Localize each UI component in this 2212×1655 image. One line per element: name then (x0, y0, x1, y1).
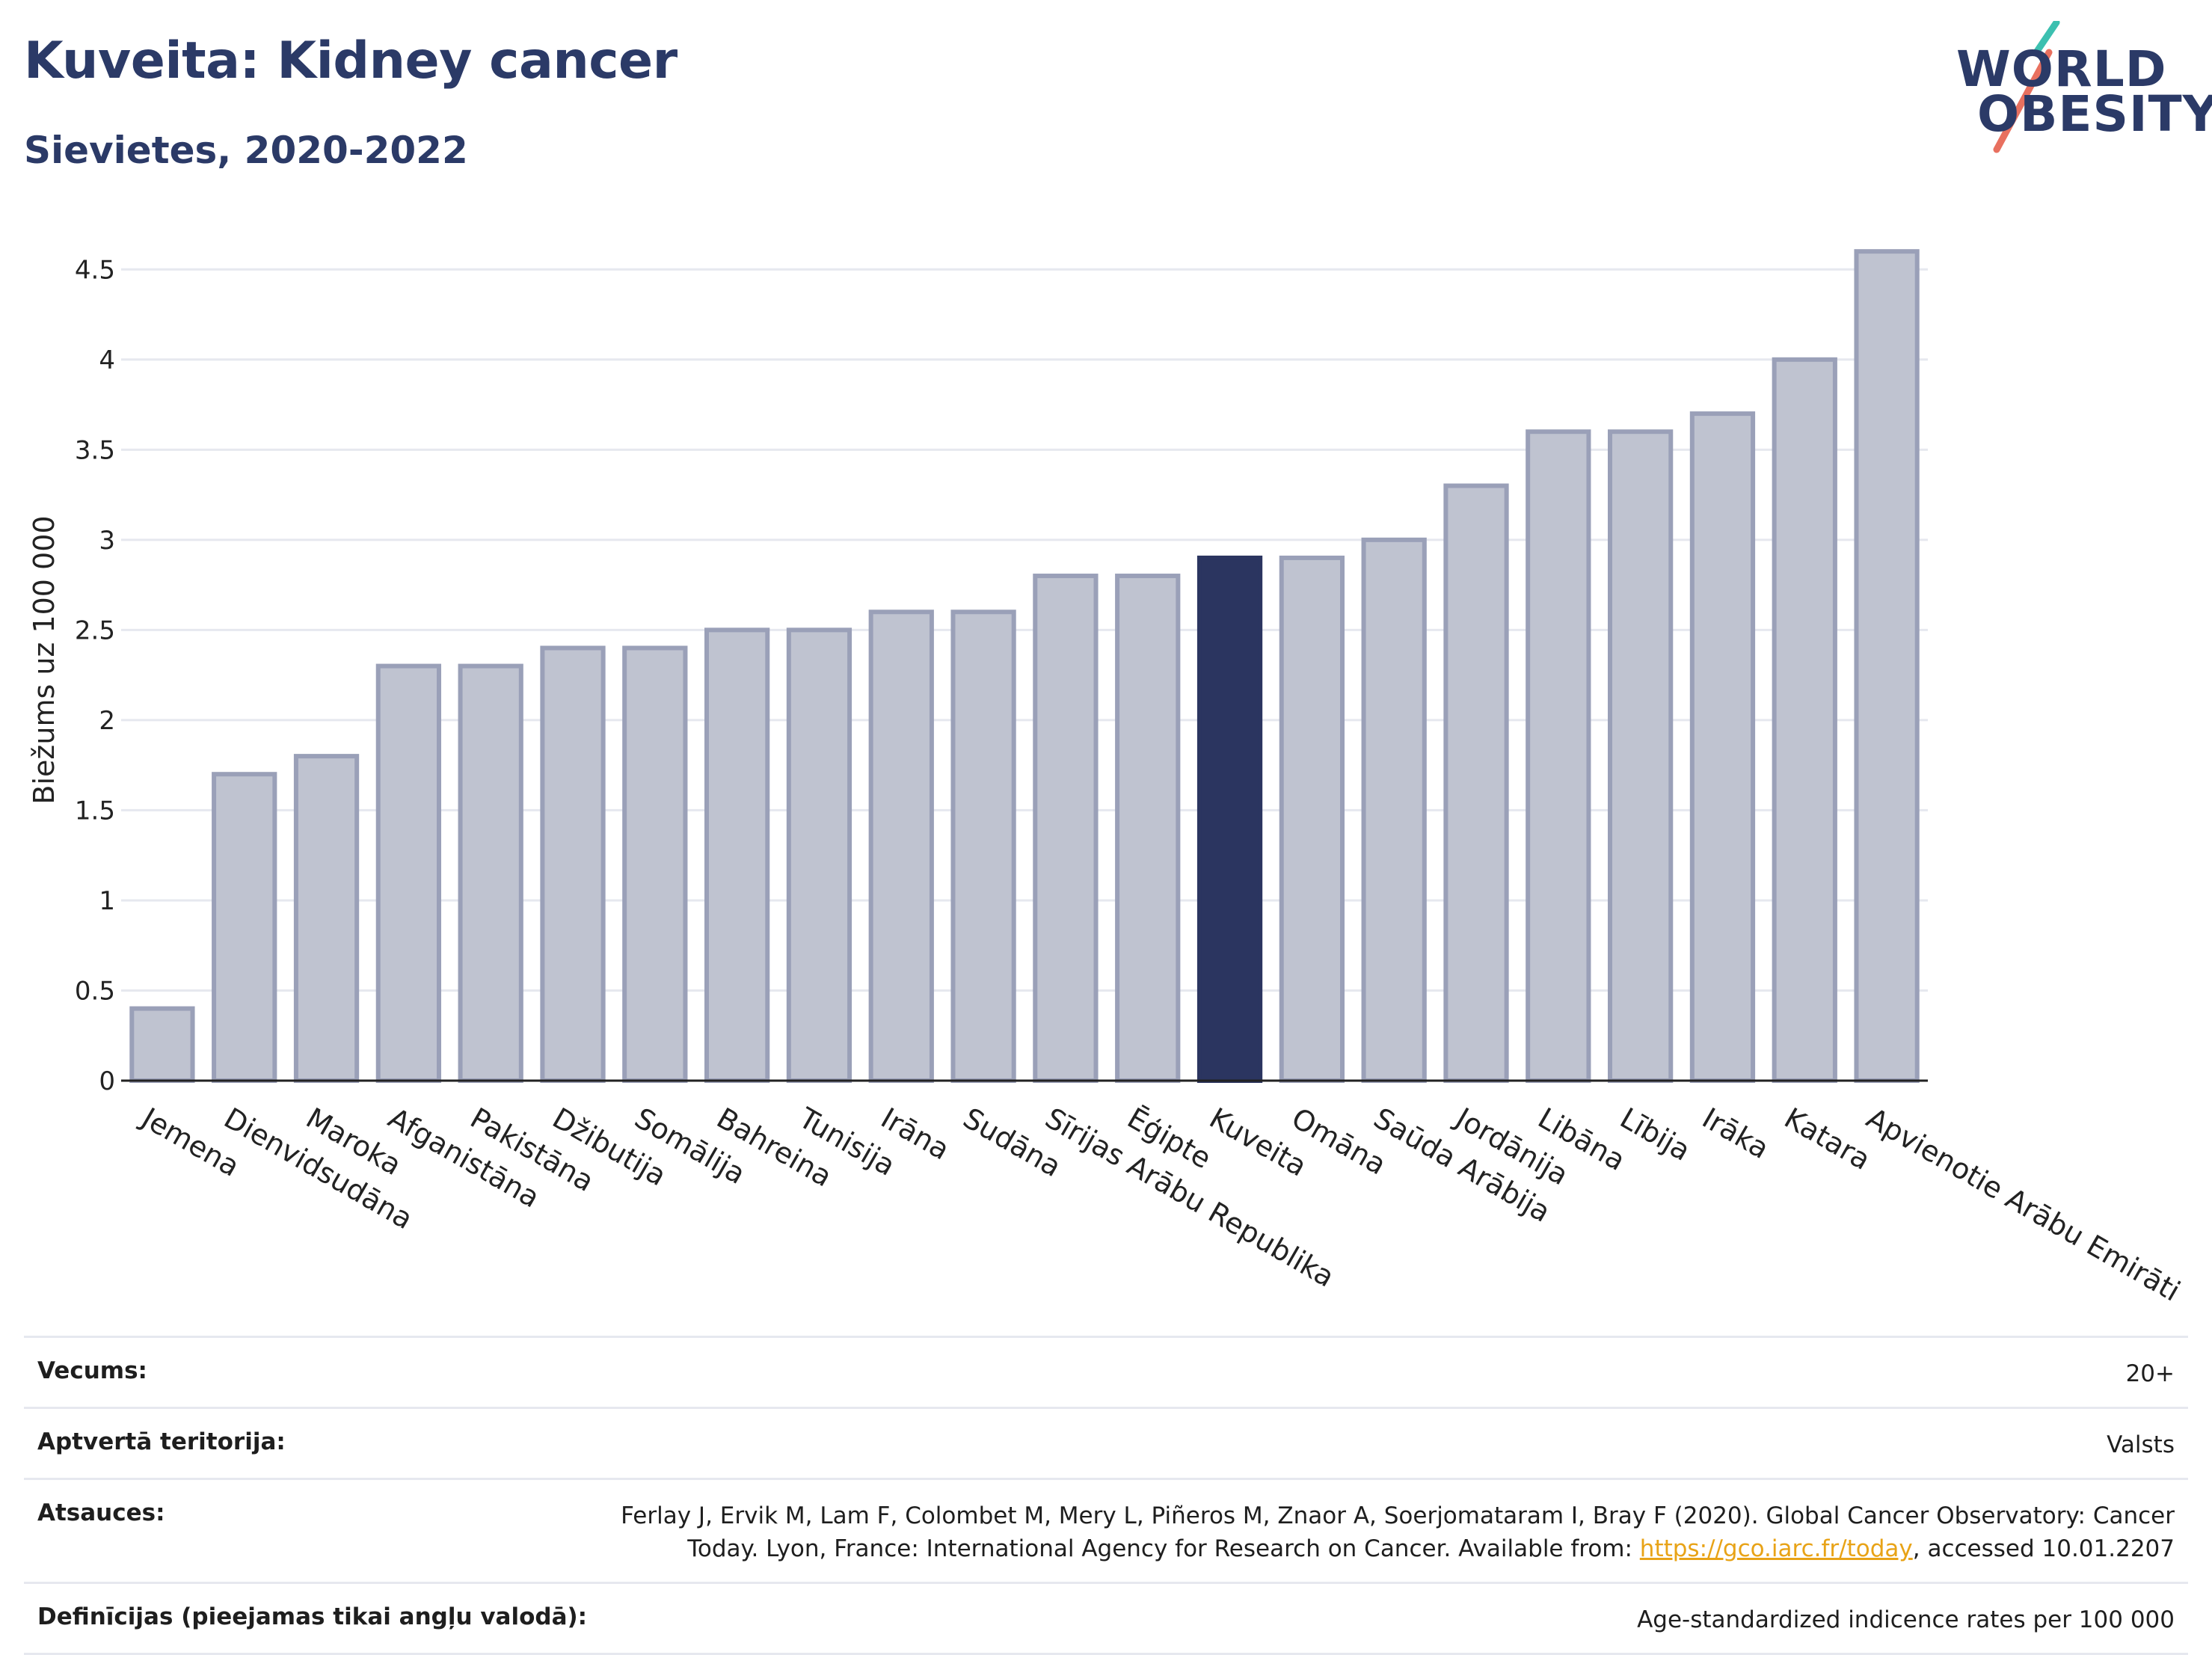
references-accessed: , accessed 10.01.2207 (1912, 1535, 2175, 1563)
references-link[interactable]: https://gco.iarc.fr/today (1639, 1535, 1913, 1563)
y-tick-label: 1 (99, 886, 115, 916)
bar (950, 610, 1016, 1083)
y-tick-label: 4.5 (75, 255, 115, 285)
bar (1115, 574, 1181, 1084)
definitions-label: Definīcijas (pieejamas tikai angļu valod… (37, 1603, 588, 1631)
bar (1196, 555, 1263, 1083)
chart-title: Kuveita: Kidney cancer (24, 31, 678, 90)
bar (1772, 357, 1837, 1083)
bar (458, 663, 523, 1083)
bar (129, 1006, 195, 1084)
y-tick-label: 0.5 (75, 976, 115, 1006)
x-tick-label: Irāka (1697, 1102, 1775, 1165)
coverage-label: Aptvertā teritorija: (37, 1428, 286, 1456)
y-tick-label: 2.5 (75, 615, 115, 645)
bar (1526, 429, 1591, 1084)
y-tick-label: 4 (99, 346, 115, 375)
footer-row-references: Atsauces: Ferlay J, Ervik M, Lam F, Colo… (24, 1478, 2188, 1582)
age-value: 20+ (2125, 1360, 2175, 1387)
footer-row-definitions: Definīcijas (pieejamas tikai angļu valod… (24, 1582, 2188, 1655)
bar (1443, 483, 1509, 1083)
references-text: Ferlay J, Ervik M, Lam F, Colombet M, Me… (621, 1502, 2175, 1563)
bar (212, 772, 277, 1083)
y-tick-label: 3 (99, 526, 115, 556)
y-tick-label: 0 (99, 1066, 115, 1096)
chart-subtitle: Sievietes, 2020-2022 (24, 129, 468, 172)
logo-line-1: WORLD (1956, 40, 2167, 98)
bar (786, 627, 852, 1083)
definitions-value: Age-standardized indicence rates per 100… (1637, 1606, 2175, 1634)
bar (375, 663, 441, 1083)
bar (1689, 411, 1756, 1083)
bar (1279, 555, 1345, 1083)
world-obesity-logo: WORLD OBESITY (1952, 21, 2212, 156)
x-tick-label: Lībija (1615, 1102, 1696, 1167)
bar (1033, 574, 1099, 1084)
bar (622, 645, 688, 1083)
y-tick-label: 3.5 (75, 435, 115, 465)
y-tick-label: 2 (99, 706, 115, 736)
x-tick-label: Apvienotie Arābu Emirāti (1861, 1102, 2186, 1308)
logo-slash-icon (1993, 21, 2060, 153)
logo-line-2: OBESITY (1977, 85, 2212, 143)
bar (1361, 537, 1427, 1083)
bar (540, 645, 606, 1083)
bar (868, 610, 934, 1083)
metadata-table: Vecums: 20+ Aptvertā teritorija: Valsts … (24, 1336, 2188, 1655)
coverage-value: Valsts (2107, 1431, 2175, 1459)
bar (293, 754, 360, 1084)
footer-row-coverage: Aptvertā teritorija: Valsts (24, 1407, 2188, 1478)
footer-row-age: Vecums: 20+ (24, 1336, 2188, 1407)
y-tick-label: 1.5 (75, 796, 115, 826)
x-tick-label: Katara (1779, 1102, 1876, 1176)
y-axis-label: Biežums uz 100 000 (28, 515, 61, 804)
references-value: Ferlay J, Ervik M, Lam F, Colombet M, Me… (604, 1499, 2175, 1565)
bar (704, 627, 770, 1083)
bar (1854, 249, 1920, 1084)
references-label: Atsauces: (37, 1499, 165, 1527)
age-label: Vecums: (37, 1357, 147, 1384)
bar (1608, 429, 1674, 1084)
